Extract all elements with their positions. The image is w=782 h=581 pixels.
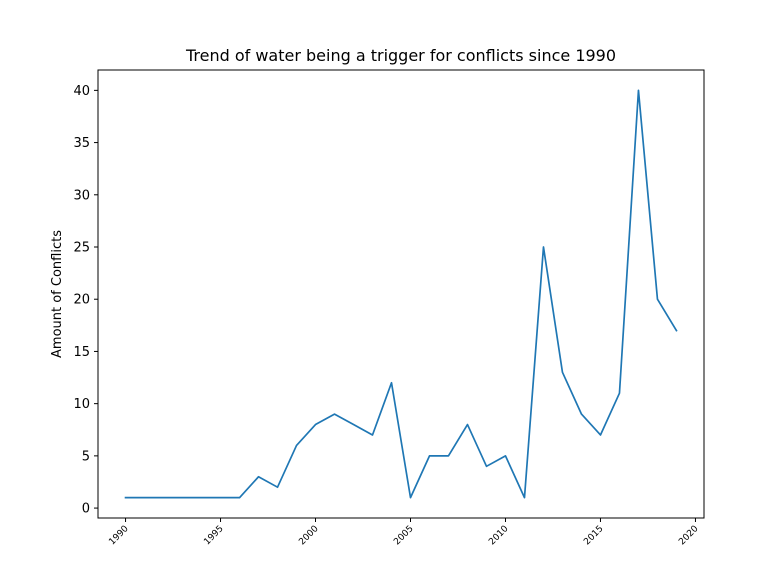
x-tick-label: 1990 <box>107 524 130 547</box>
series-group <box>124 89 678 499</box>
y-tick-label: 15 <box>73 345 90 360</box>
axis-ticks: 1990 1995 2000 2005 2010 2015 2020 0 5 10 15 20 25 30… <box>73 84 700 547</box>
x-tick-label: 2000 <box>297 524 320 547</box>
x-tick-label: 2015 <box>582 524 605 547</box>
y-axis-label: Amount of Conflicts <box>50 230 65 358</box>
series-line <box>124 89 678 499</box>
chart-title: Trend of water being a trigger for confl… <box>185 46 616 65</box>
x-tick-label: 2010 <box>487 524 510 547</box>
y-tick-label: 10 <box>73 397 90 412</box>
y-tick-label: 35 <box>73 136 90 151</box>
x-tick-label: 2020 <box>677 524 700 547</box>
plot-frame <box>97 69 705 519</box>
y-tick-label: 40 <box>73 84 90 99</box>
x-tick-label: 1995 <box>202 524 225 547</box>
x-tick-label: 2005 <box>392 524 415 547</box>
y-tick-label: 30 <box>73 188 90 203</box>
y-tick-label: 20 <box>73 293 90 308</box>
y-tick-label: 5 <box>82 449 90 464</box>
y-tick-label: 25 <box>73 241 90 256</box>
y-tick-label: 0 <box>82 502 90 517</box>
